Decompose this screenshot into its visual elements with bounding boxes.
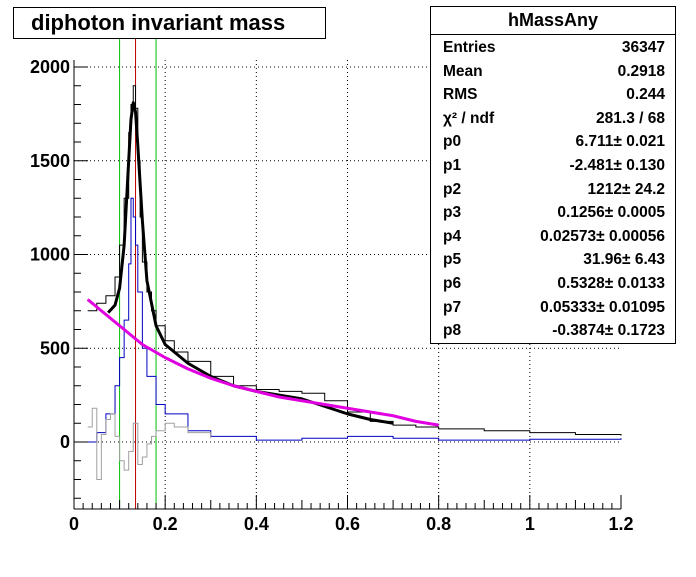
stats-row: p3 0.1256± 0.0005 (431, 201, 675, 225)
stats-key: p4 (443, 227, 462, 245)
stats-row: p7 0.05333± 0.01095 (431, 296, 675, 320)
stats-value: 31.96± 6.43 (583, 251, 665, 269)
stats-key: χ² / ndf (443, 109, 495, 127)
stats-row: p1 -2.481± 0.130 (431, 154, 675, 178)
stats-value: 6.711± 0.021 (575, 133, 665, 151)
stats-key: p0 (443, 133, 462, 151)
series-fit-curve-4 (86, 298, 439, 427)
stats-row: RMS 0.244 (431, 83, 675, 107)
stats-value: 281.3 / 68 (596, 109, 665, 127)
series-fit-curve-3 (107, 101, 394, 425)
stats-value: 36347 (621, 39, 665, 56)
series-histogram-2 (87, 407, 212, 480)
stats-key: p6 (443, 274, 462, 292)
stats-value: 1212± 24.2 (587, 180, 665, 198)
stats-key: p5 (443, 251, 462, 269)
stats-value: 0.244 (626, 86, 665, 104)
stats-row: p8 -0.3874± 0.1723 (431, 319, 675, 343)
stats-box: hMassAny Entries 36347 Mean 0.2918 RMS 0.244 χ… (430, 6, 676, 344)
stats-value: -0.3874± 0.1723 (552, 322, 665, 340)
stats-key: p8 (443, 322, 462, 340)
stats-row: p4 0.02573± 0.00056 (431, 225, 675, 249)
y-tick-label: 0 (60, 432, 70, 452)
stats-row: p2 1212± 24.2 (431, 178, 675, 202)
stats-value: -2.481± 0.130 (569, 156, 665, 174)
stats-row: p5 31.96± 6.43 (431, 248, 675, 272)
stats-value: 0.05333± 0.01095 (540, 298, 665, 316)
y-tick-label: 500 (40, 338, 70, 358)
x-tick-label: 0.2 (153, 514, 178, 534)
axes: 0 0.2 0.4 0.6 0.8 1 1.2 0 500 1000 1500 2000 (30, 57, 634, 534)
series-histogram-0 (87, 85, 622, 436)
series-layer (86, 85, 622, 480)
y-tick-label: 2000 (30, 57, 70, 77)
stats-rows: Entries 36347 Mean 0.2918 RMS 0.244 χ² / ndf 28… (431, 35, 675, 343)
stats-row: p6 0.5328± 0.0133 (431, 272, 675, 296)
stats-row: p0 6.711± 0.021 (431, 130, 675, 154)
stats-value: 0.2918 (617, 62, 665, 80)
x-tick-label: 0.6 (335, 514, 360, 534)
chart-title: diphoton invariant mass (13, 7, 326, 39)
stats-key: p2 (443, 180, 462, 198)
stats-value: 0.5328± 0.0133 (557, 274, 665, 292)
y-tick-label: 1500 (30, 151, 70, 171)
x-tick-label: 0 (69, 514, 79, 534)
stats-key: p3 (443, 204, 462, 222)
x-tick-label: 1.2 (608, 514, 633, 534)
stats-row: Entries 36347 (431, 36, 675, 60)
stats-value: 0.1256± 0.0005 (557, 204, 665, 222)
stats-key: Mean (443, 62, 483, 80)
stats-key: Entries (443, 39, 496, 56)
x-tick-label: 0.4 (244, 514, 269, 534)
stats-key: p7 (443, 298, 462, 316)
x-tick-label: 1 (525, 514, 535, 534)
stats-row: χ² / ndf 281.3 / 68 (431, 107, 675, 131)
stats-key: p1 (443, 156, 462, 174)
stats-row: Mean 0.2918 (431, 60, 675, 84)
y-tick-label: 1000 (30, 245, 70, 265)
stats-title: hMassAny (431, 7, 675, 35)
stats-value: 0.02573± 0.00056 (540, 227, 665, 245)
x-tick-label: 0.8 (426, 514, 451, 534)
stats-key: RMS (443, 86, 478, 104)
